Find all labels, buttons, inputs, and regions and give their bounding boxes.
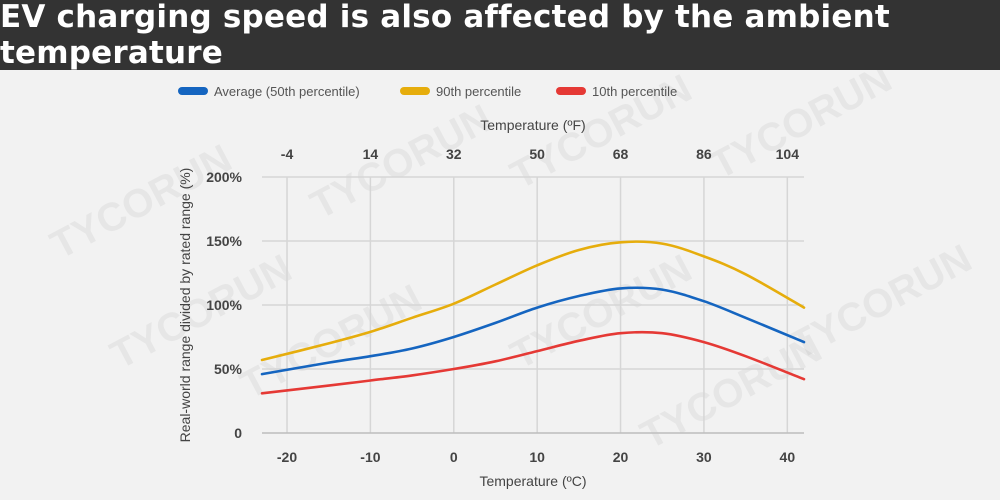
x2-tick-label: 32 xyxy=(446,146,462,162)
watermark-text: TYCORUN xyxy=(704,70,899,188)
y-tick-label: 150% xyxy=(206,233,242,249)
x-tick-label: 30 xyxy=(696,449,712,465)
x-tick-label: 0 xyxy=(450,449,458,465)
series-line xyxy=(260,286,806,376)
x-axis-title: Temperature (ºC) xyxy=(479,473,586,489)
x2-tick-label: 14 xyxy=(363,146,379,162)
x2-tick-label: -4 xyxy=(281,146,294,162)
legend: Average (50th percentile) 90th percentile… xyxy=(178,84,677,99)
legend-swatch xyxy=(556,87,586,95)
axes: 0 50% 100% 150% 200% -20 -10 0 10 20 30 40 -4 14 32 50 6… xyxy=(177,117,804,489)
x2-axis-title: Temperature (ºF) xyxy=(480,117,585,133)
series-line xyxy=(260,330,806,395)
series-lines xyxy=(260,240,806,395)
y-axis-title: Real-world range divided by rated range … xyxy=(177,168,193,443)
legend-swatch xyxy=(400,87,430,95)
x2-tick-label: 50 xyxy=(529,146,545,162)
line-chart: TYCORUNTYCORUNTYCORUNTYCORUNTYCORUNTYCOR… xyxy=(44,70,979,489)
x2-tick-label: 104 xyxy=(776,146,800,162)
legend-label: 10th percentile xyxy=(592,84,677,99)
title-banner: EV charging speed is also affected by th… xyxy=(0,0,1000,71)
x2-tick-label: 68 xyxy=(613,146,629,162)
x-tick-label: 10 xyxy=(529,449,545,465)
y-tick-label: 50% xyxy=(214,361,243,377)
y-tick-label: 0 xyxy=(234,425,242,441)
x2-tick-label: 86 xyxy=(696,146,712,162)
y-tick-label: 100% xyxy=(206,297,242,313)
x-tick-label: -20 xyxy=(277,449,297,465)
page-title: EV charging speed is also affected by th… xyxy=(0,0,890,71)
x-tick-label: 40 xyxy=(780,449,796,465)
x-tick-label: 20 xyxy=(613,449,629,465)
series-line xyxy=(260,240,806,362)
legend-label: Average (50th percentile) xyxy=(214,84,360,99)
legend-label: 90th percentile xyxy=(436,84,521,99)
y-tick-label: 200% xyxy=(206,169,242,185)
legend-swatch xyxy=(178,87,208,95)
x-tick-label: -10 xyxy=(360,449,380,465)
watermark-text: TYCORUN xyxy=(634,326,829,458)
watermark-text: TYCORUN xyxy=(304,96,499,228)
